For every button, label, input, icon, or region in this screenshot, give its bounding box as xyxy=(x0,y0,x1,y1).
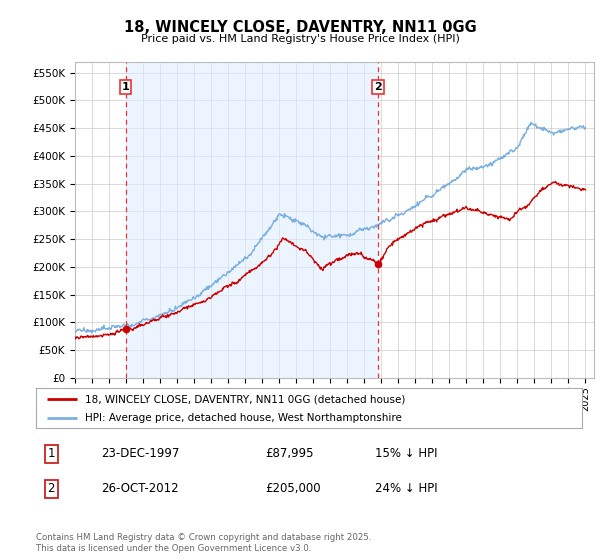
Text: 18, WINCELY CLOSE, DAVENTRY, NN11 0GG (detached house): 18, WINCELY CLOSE, DAVENTRY, NN11 0GG (d… xyxy=(85,394,406,404)
Text: 1: 1 xyxy=(122,82,130,92)
Text: Price paid vs. HM Land Registry's House Price Index (HPI): Price paid vs. HM Land Registry's House … xyxy=(140,34,460,44)
Text: Contains HM Land Registry data © Crown copyright and database right 2025.
This d: Contains HM Land Registry data © Crown c… xyxy=(36,533,371,553)
Text: £205,000: £205,000 xyxy=(265,482,321,496)
Text: 18, WINCELY CLOSE, DAVENTRY, NN11 0GG: 18, WINCELY CLOSE, DAVENTRY, NN11 0GG xyxy=(124,20,476,35)
Text: 2: 2 xyxy=(374,82,382,92)
Text: 2: 2 xyxy=(47,482,55,496)
Text: HPI: Average price, detached house, West Northamptonshire: HPI: Average price, detached house, West… xyxy=(85,413,402,423)
Text: £87,995: £87,995 xyxy=(265,447,314,460)
Text: 1: 1 xyxy=(47,447,55,460)
Text: 24% ↓ HPI: 24% ↓ HPI xyxy=(374,482,437,496)
Bar xyxy=(125,62,378,378)
Text: 23-DEC-1997: 23-DEC-1997 xyxy=(101,447,180,460)
Text: 15% ↓ HPI: 15% ↓ HPI xyxy=(374,447,437,460)
Text: 26-OCT-2012: 26-OCT-2012 xyxy=(101,482,179,496)
